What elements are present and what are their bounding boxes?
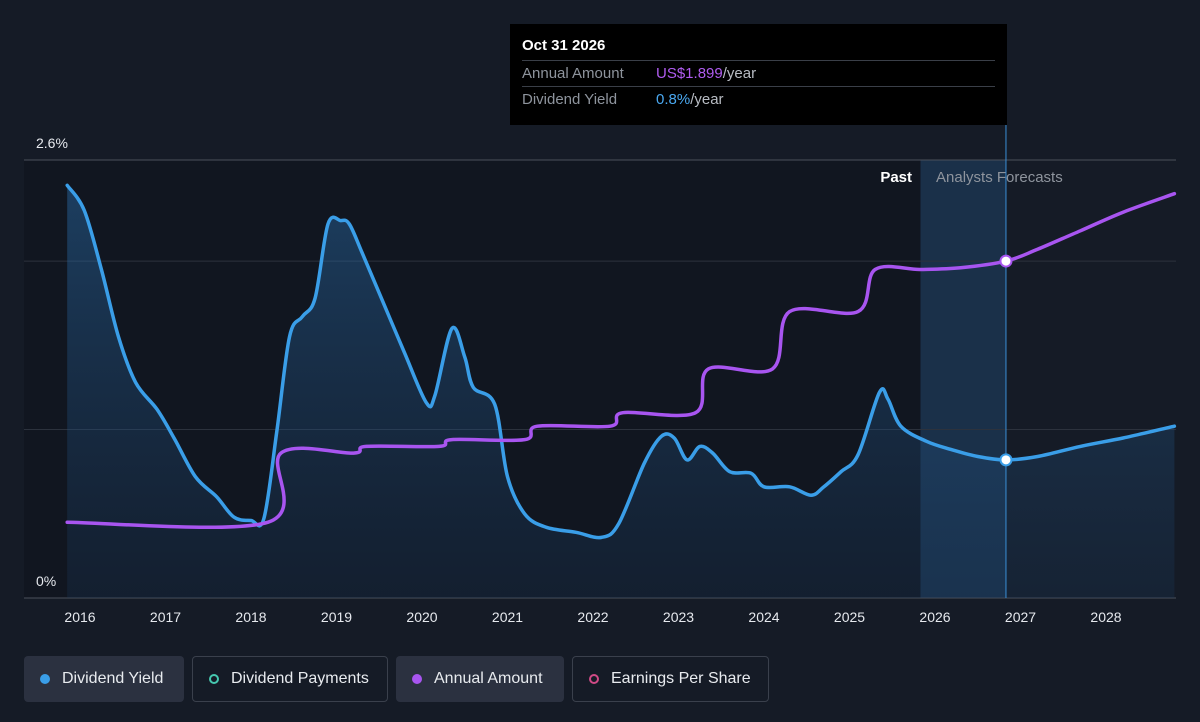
tooltip-row-annual-amount: Annual Amount US$1.899 /year — [522, 60, 995, 86]
x-tick-label: 2021 — [492, 609, 523, 625]
y-tick-label: 0% — [36, 573, 56, 589]
hover-tooltip: Oct 31 2026 Annual Amount US$1.899 /year… — [510, 24, 1007, 125]
legend-dot-icon — [589, 674, 599, 684]
x-tick-label: 2019 — [321, 609, 352, 625]
analysts-forecasts-label: Analysts Forecasts — [936, 169, 1063, 186]
legend-annual-amount[interactable]: Annual Amount — [396, 656, 564, 702]
chart-legend: Dividend Yield Dividend Payments Annual … — [24, 656, 769, 702]
x-tick-label: 2026 — [919, 609, 950, 625]
x-axis-labels: 2016 2017 2018 2019 2020 2021 2022 2023 2024 2025… — [64, 609, 1121, 625]
x-tick-label: 2024 — [748, 609, 779, 625]
legend-dividend-payments[interactable]: Dividend Payments — [192, 656, 388, 702]
legend-label: Earnings Per Share — [611, 670, 751, 687]
tooltip-date: Oct 31 2026 — [522, 37, 606, 54]
legend-earnings-per-share[interactable]: Earnings Per Share — [572, 656, 769, 702]
x-tick-label: 2028 — [1090, 609, 1121, 625]
legend-label: Dividend Yield — [62, 670, 164, 687]
x-tick-label: 2023 — [663, 609, 694, 625]
x-tick-label: 2027 — [1005, 609, 1036, 625]
tooltip-row-dividend-yield: Dividend Yield 0.8% /year — [522, 86, 995, 112]
legend-label: Annual Amount — [434, 670, 543, 687]
y-tick-label: 2.6% — [36, 135, 68, 151]
dividend-yield-area — [67, 185, 1175, 599]
y-axis-labels: 2.6% 0% — [36, 135, 68, 589]
tooltip-value: 0.8% — [656, 91, 691, 108]
x-tick-label: 2025 — [834, 609, 865, 625]
legend-dot-icon — [209, 674, 219, 684]
tooltip-unit: /year — [690, 91, 724, 108]
tooltip-value: US$1.899 — [656, 65, 723, 82]
tooltip-unit: /year — [722, 65, 757, 82]
x-tick-label: 2020 — [406, 609, 437, 625]
x-tick-label: 2016 — [64, 609, 95, 625]
legend-dot-icon — [412, 674, 422, 684]
x-tick-label: 2017 — [150, 609, 181, 625]
dividend-yield-line[interactable] — [65, 183, 1177, 540]
x-tick-label: 2018 — [235, 609, 266, 625]
past-label: Past — [880, 169, 912, 186]
legend-dividend-yield[interactable]: Dividend Yield — [24, 656, 184, 702]
dividend-yield-marker — [999, 453, 1013, 467]
annual-amount-marker — [999, 254, 1013, 268]
tooltip-label: Dividend Yield — [522, 91, 618, 108]
x-tick-label: 2022 — [577, 609, 608, 625]
legend-label: Dividend Payments — [231, 670, 369, 687]
legend-dot-icon — [40, 674, 50, 684]
tooltip-label: Annual Amount — [522, 65, 624, 82]
